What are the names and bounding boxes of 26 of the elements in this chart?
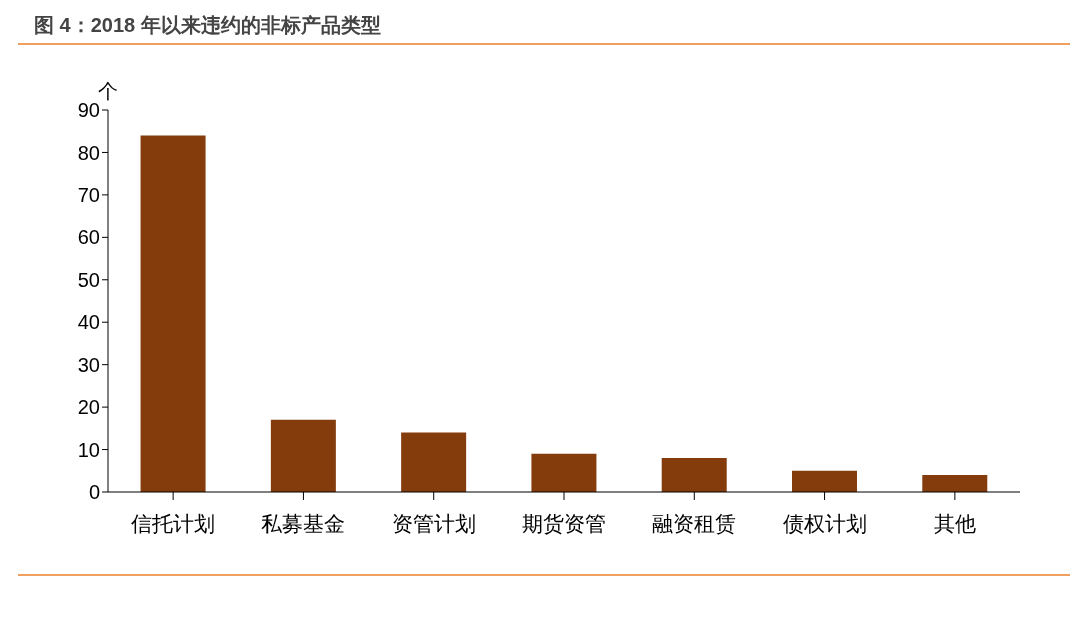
y-tick-label: 50 (77, 268, 100, 291)
bar (792, 470, 857, 492)
bar (922, 475, 988, 492)
y-tick-label: 10 (77, 438, 100, 461)
chart-title: 图 4：2018 年以来违约的非标产品类型 (34, 13, 381, 38)
y-tick-label: 80 (77, 141, 100, 164)
x-tick-label: 期货资管 (522, 511, 606, 535)
x-tick-label: 其他 (933, 511, 976, 535)
bar (140, 135, 206, 492)
y-tick-label: 0 (88, 481, 100, 504)
bar (531, 453, 597, 492)
x-tick-label: 信托计划 (131, 511, 216, 535)
y-tick-label: 60 (77, 226, 100, 249)
bar (270, 419, 336, 492)
x-tick-label: 资管计划 (391, 511, 476, 535)
y-tick-label: 90 (77, 99, 100, 122)
y-tick-label: 20 (77, 396, 100, 419)
x-tick-label: 债权计划 (782, 511, 867, 535)
y-axis-title: 个 (98, 79, 118, 103)
bar (661, 458, 727, 492)
bar (401, 432, 467, 492)
x-tick-label: 融资租赁 (652, 511, 737, 535)
y-tick-label: 70 (77, 183, 100, 206)
x-tick-label: 私募基金 (261, 511, 346, 535)
y-tick-label: 30 (77, 353, 100, 376)
y-tick-label: 40 (77, 311, 100, 334)
